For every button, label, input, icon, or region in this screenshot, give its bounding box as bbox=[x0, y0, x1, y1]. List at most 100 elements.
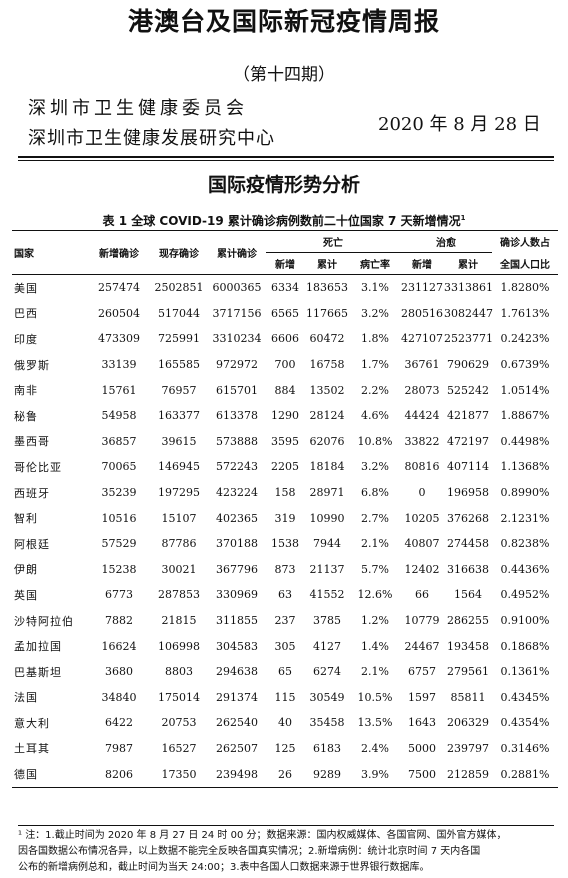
cell-total-confirmed: 262540 bbox=[216, 716, 258, 730]
cell-country: 法国 bbox=[14, 691, 38, 705]
cell-total-confirmed: 291374 bbox=[216, 690, 258, 704]
cell-deaths-total: 28971 bbox=[309, 486, 345, 500]
cell-population-ratio: 1.1368% bbox=[500, 460, 550, 474]
cell-recovered-total: 1564 bbox=[454, 588, 483, 602]
cell-deaths-new: 6606 bbox=[271, 332, 299, 346]
cell-total-confirmed: 613378 bbox=[216, 409, 258, 423]
cell-deaths-total: 6274 bbox=[313, 665, 341, 679]
table-caption-text: 表 1 全球 COVID-19 累计确诊病例数前二十位国家 7 天新增情况 bbox=[102, 214, 461, 228]
cell-deaths-new: 26 bbox=[266, 761, 304, 788]
cell-total-confirmed: 370188 bbox=[216, 537, 258, 551]
cell-deaths-total: 21137 bbox=[309, 562, 345, 576]
cell-population-ratio: 1.7613% bbox=[500, 306, 550, 320]
cell-country: 秘鲁 bbox=[14, 409, 38, 423]
cell-country: 南非 bbox=[14, 384, 38, 398]
cell-current-confirmed: 163377 bbox=[158, 409, 200, 423]
cell-new-confirmed: 15238 bbox=[101, 562, 137, 576]
cell-deaths-new: 1290 bbox=[271, 409, 299, 423]
cell-country: 沙特阿拉伯 bbox=[14, 614, 74, 628]
cell-total-confirmed: 294638 bbox=[216, 665, 258, 679]
cell-death-rate: 4.6% bbox=[361, 409, 389, 423]
cell-deaths-new: 40 bbox=[278, 716, 292, 730]
cell-deaths-total: 6183 bbox=[313, 741, 341, 755]
cell-deaths-new: 319 bbox=[274, 511, 296, 525]
cell-population-ratio: 0.1868% bbox=[500, 639, 550, 653]
cell-recovered-total: 790629 bbox=[447, 358, 490, 372]
table-caption-footnote-mark: 1 bbox=[460, 214, 466, 222]
cell-current-confirmed: 39615 bbox=[161, 434, 197, 448]
cell-population-ratio: 0.4498% bbox=[500, 434, 550, 448]
cell-recovered-new: 66 bbox=[415, 588, 430, 602]
cell-death-rate: 6.8% bbox=[361, 486, 389, 500]
covid-table: 国家 新增确诊 现存确诊 累计确诊 死亡 治愈 确诊人数占 新增 累计 病亡率 … bbox=[12, 230, 559, 788]
cell-deaths-total: 18184 bbox=[309, 460, 345, 474]
table-row: 美国 257474 2502851 6000365 6334 183653 3.1% 2311… bbox=[12, 275, 558, 301]
report-title: 港澳台及国际新冠疫情周报 bbox=[127, 7, 440, 36]
cell-recovered-total: 3082447 bbox=[444, 306, 494, 320]
cell-deaths-total: 35458 bbox=[309, 716, 345, 730]
cell-recovered-new: 427107 bbox=[401, 332, 444, 346]
cell-new-confirmed: 7882 bbox=[105, 614, 133, 628]
cell-current-confirmed: 2502851 bbox=[154, 281, 204, 295]
cell-death-rate: 10.8% bbox=[357, 434, 393, 448]
cell-total-confirmed: 3717156 bbox=[212, 306, 262, 320]
table-body: 美国 257474 2502851 6000365 6334 183653 3.1% 2311… bbox=[12, 275, 559, 788]
cell-deaths-total: 41552 bbox=[309, 588, 345, 602]
cell-country: 智利 bbox=[14, 512, 38, 526]
cell-current-confirmed: 165585 bbox=[158, 358, 200, 372]
section-title: 国际疫情形势分析 bbox=[207, 174, 360, 196]
cell-current-confirmed: 76957 bbox=[161, 383, 197, 397]
cell-current-confirmed: 21815 bbox=[161, 614, 197, 628]
cell-new-confirmed: 6773 bbox=[105, 588, 133, 602]
cell-population-ratio: 0.4345% bbox=[500, 690, 550, 704]
cell-population-ratio: 0.8238% bbox=[500, 537, 550, 551]
cell-recovered-total: 3313861 bbox=[444, 281, 494, 295]
header-deaths-new: 新增 bbox=[275, 260, 295, 271]
cell-country: 英国 bbox=[14, 588, 38, 602]
cell-population-ratio: 0.4952% bbox=[500, 588, 550, 602]
cell-deaths-new: 115 bbox=[274, 690, 296, 704]
cell-recovered-new: 40807 bbox=[404, 537, 440, 551]
cell-death-rate: 1.7% bbox=[361, 358, 389, 372]
table-header: 国家 新增确诊 现存确诊 累计确诊 死亡 治愈 确诊人数占 新增 累计 病亡率 … bbox=[12, 230, 559, 275]
cell-recovered-total: 472197 bbox=[447, 434, 490, 448]
cell-deaths-total: 183653 bbox=[306, 281, 348, 295]
cell-death-rate: 3.9% bbox=[350, 761, 401, 788]
organization-line-1: 深圳市卫生健康委员会 bbox=[28, 98, 248, 119]
cell-death-rate: 2.1% bbox=[361, 537, 389, 551]
cell-recovered-total: 193458 bbox=[447, 639, 490, 653]
cell-deaths-new: 884 bbox=[274, 383, 296, 397]
cell-recovered-new: 36761 bbox=[404, 358, 440, 372]
cell-new-confirmed: 57529 bbox=[101, 537, 137, 551]
cell-deaths-new: 65 bbox=[278, 665, 292, 679]
cell-country: 伊朗 bbox=[14, 563, 38, 577]
table-row: 法国 34840 175014 291374 115 30549 10.5% 1597 8581… bbox=[12, 685, 558, 711]
cell-country: 俄罗斯 bbox=[14, 358, 50, 372]
table-row: 南非 15761 76957 615701 884 13502 2.2% 28073 52524… bbox=[12, 377, 558, 403]
cell-recovered-new: 1643 bbox=[408, 716, 437, 730]
cell-recovered-total: 2523771 bbox=[444, 332, 494, 346]
cell-death-rate: 1.2% bbox=[361, 614, 389, 628]
table-row: 俄罗斯 33139 165585 972972 700 16758 1.7% 36761 790… bbox=[12, 352, 558, 378]
cell-recovered-total: 212859 bbox=[444, 761, 493, 788]
table-row: 秘鲁 54958 163377 613378 1290 28124 4.6% 44424 421… bbox=[12, 403, 558, 429]
table-row: 墨西哥 36857 39615 573888 3595 62076 10.8% 33822 47… bbox=[12, 429, 558, 455]
table-row: 巴西 260504 517044 3717156 6565 117665 3.2% 28051… bbox=[12, 301, 558, 327]
cell-recovered-total: 239797 bbox=[447, 741, 490, 755]
cell-death-rate: 3.1% bbox=[361, 281, 389, 295]
cell-country: 意大利 bbox=[14, 716, 50, 730]
cell-population-ratio: 0.4354% bbox=[500, 716, 550, 730]
cell-recovered-new: 280516 bbox=[401, 306, 444, 320]
cell-population-ratio: 0.3146% bbox=[500, 741, 550, 755]
cell-recovered-total: 274458 bbox=[447, 537, 490, 551]
cell-current-confirmed: 15107 bbox=[161, 511, 197, 525]
cell-new-confirmed: 473309 bbox=[98, 332, 140, 346]
cell-current-confirmed: 16527 bbox=[161, 741, 197, 755]
cell-total-confirmed: 572243 bbox=[216, 460, 258, 474]
cell-current-confirmed: 725991 bbox=[158, 332, 200, 346]
cell-deaths-total: 28124 bbox=[309, 409, 345, 423]
cell-deaths-total: 60472 bbox=[309, 332, 345, 346]
cell-new-confirmed: 33139 bbox=[101, 358, 137, 372]
cell-total-confirmed: 573888 bbox=[216, 434, 258, 448]
